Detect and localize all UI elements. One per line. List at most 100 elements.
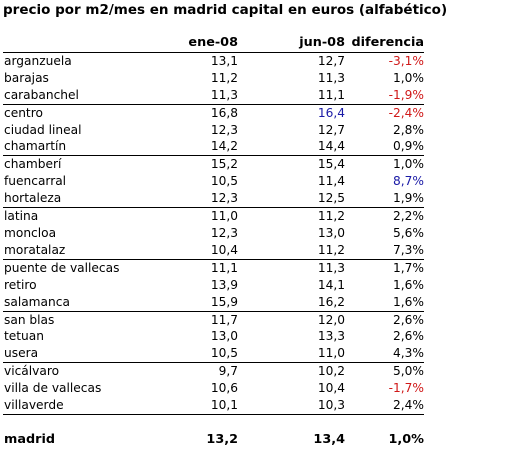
- value-ene-08: 11,2: [210, 70, 238, 85]
- price-table: ene-08 jun-08 diferencia arganzuela 13,1 1…: [3, 35, 424, 449]
- value-ene-08: 12,3: [210, 122, 238, 137]
- value-ene-08: 11,1: [174, 258, 238, 277]
- table-row: retiro 13,9 14,1 1,6%: [3, 277, 424, 294]
- district-name: puente de vallecas: [3, 258, 174, 277]
- district-name: villa de vallecas: [4, 381, 102, 396]
- table-row: vicálvaro 9,7 10,2 5,0%: [3, 362, 424, 381]
- value-diferencia: -2,4%: [345, 103, 424, 122]
- district-name: villaverde: [4, 398, 64, 413]
- district-name: chamartín: [4, 139, 67, 154]
- value-jun-08: 11,2: [317, 242, 345, 257]
- total-name: madrid: [4, 431, 55, 447]
- total-ene-08: 13,2: [206, 431, 238, 447]
- table-row: salamanca 15,9 16,2 1,6%: [3, 294, 424, 311]
- district-name: retiro: [4, 277, 37, 292]
- value-diferencia: 2,4%: [393, 398, 424, 413]
- value-ene-08: 15,9: [210, 294, 238, 309]
- table-row: san blas 11,7 12,0 2,6%: [3, 310, 424, 329]
- value-diferencia: -1,7%: [388, 381, 424, 396]
- value-ene-08: 11,0: [174, 207, 238, 225]
- value-jun-08: 15,4: [238, 155, 345, 174]
- value-ene-08: 10,5: [210, 346, 238, 361]
- table-row: usera 10,5 11,0 4,3%: [3, 345, 424, 362]
- district-name: usera: [4, 346, 39, 361]
- value-diferencia: 2,8%: [393, 122, 424, 137]
- table-row: hortaleza 12,3 12,5 1,9%: [3, 190, 424, 207]
- district-name: moratalaz: [4, 242, 66, 257]
- table-row: centro 16,8 16,4 -2,4%: [3, 103, 424, 122]
- value-jun-08: 12,7: [317, 53, 345, 68]
- value-jun-08: 16,4: [238, 103, 345, 122]
- table-row: arganzuela 13,1 12,7 -3,1%: [3, 52, 424, 69]
- value-jun-08: 11,4: [317, 174, 345, 189]
- district-name: tetuan: [4, 329, 44, 344]
- table-row: villaverde 10,1 10,3 2,4%: [3, 397, 424, 414]
- value-jun-08: 12,5: [317, 191, 345, 206]
- header-district: [3, 35, 174, 53]
- table-row: latina 11,0 11,2 2,2%: [3, 207, 424, 225]
- table-row: chamberí 15,2 15,4 1,0%: [3, 155, 424, 174]
- value-jun-08: 16,2: [317, 294, 345, 309]
- total-diferencia: 1,0%: [388, 431, 425, 447]
- district-name: fuencarral: [4, 174, 67, 189]
- value-jun-08: 13,0: [317, 225, 345, 240]
- value-ene-08: 10,5: [210, 174, 238, 189]
- value-ene-08: 12,3: [210, 191, 238, 206]
- district-name: chamberí: [3, 155, 174, 174]
- table-row: moncloa 12,3 13,0 5,6%: [3, 225, 424, 242]
- value-ene-08: 13,1: [210, 53, 238, 68]
- value-jun-08: 11,0: [317, 346, 345, 361]
- value-diferencia: 1,6%: [393, 294, 424, 309]
- value-ene-08: 11,3: [210, 87, 238, 102]
- value-jun-08: 10,4: [317, 381, 345, 396]
- value-ene-08: 10,6: [210, 381, 238, 396]
- value-ene-08: 10,1: [210, 398, 238, 413]
- total-jun-08: 13,4: [313, 431, 345, 447]
- district-name: san blas: [3, 310, 174, 329]
- value-diferencia: 1,6%: [393, 277, 424, 292]
- table-row: ciudad lineal 12,3 12,7 2,8%: [3, 122, 424, 139]
- district-name: vicálvaro: [3, 362, 174, 381]
- table-row: moratalaz 10,4 11,2 7,3%: [3, 242, 424, 259]
- table-row: chamartín 14,2 14,4 0,9%: [3, 138, 424, 155]
- value-jun-08: 12,0: [238, 310, 345, 329]
- value-jun-08: 10,2: [238, 362, 345, 381]
- value-diferencia: 1,7%: [345, 258, 424, 277]
- value-diferencia: 8,7%: [393, 174, 424, 189]
- header-diferencia: diferencia: [345, 35, 424, 53]
- value-diferencia: 1,0%: [345, 155, 424, 174]
- district-name: barajas: [4, 70, 49, 85]
- district-name: latina: [3, 207, 174, 225]
- district-name: moncloa: [4, 225, 57, 240]
- value-jun-08: 13,3: [317, 329, 345, 344]
- table-row: tetuan 13,0 13,3 2,6%: [3, 328, 424, 345]
- header-ene-08: ene-08: [174, 35, 238, 53]
- header-row: ene-08 jun-08 diferencia: [3, 35, 424, 53]
- page-title: precio por m2/mes en madrid capital en e…: [3, 2, 448, 18]
- value-ene-08: 15,2: [174, 155, 238, 174]
- value-diferencia: 2,6%: [393, 329, 424, 344]
- table-body: arganzuela 13,1 12,7 -3,1% barajas 11,2 11,3 1,…: [3, 52, 424, 448]
- district-name: centro: [3, 103, 174, 122]
- district-name: carabanchel: [4, 87, 79, 102]
- table-row: villa de vallecas 10,6 10,4 -1,7%: [3, 380, 424, 397]
- value-diferencia: 2,6%: [345, 310, 424, 329]
- district-name: hortaleza: [4, 191, 62, 206]
- table-row: puente de vallecas 11,1 11,3 1,7%: [3, 258, 424, 277]
- value-ene-08: 16,8: [174, 103, 238, 122]
- district-name: ciudad lineal: [4, 122, 82, 137]
- value-diferencia: 5,6%: [393, 225, 424, 240]
- value-diferencia: 1,9%: [393, 191, 424, 206]
- value-ene-08: 9,7: [174, 362, 238, 381]
- value-ene-08: 14,2: [210, 139, 238, 154]
- value-jun-08: 14,4: [317, 139, 345, 154]
- value-jun-08: 12,7: [317, 122, 345, 137]
- value-ene-08: 11,7: [174, 310, 238, 329]
- value-ene-08: 13,0: [210, 329, 238, 344]
- value-ene-08: 13,9: [210, 277, 238, 292]
- value-diferencia: 2,2%: [345, 207, 424, 225]
- table-row: barajas 11,2 11,3 1,0%: [3, 70, 424, 87]
- value-diferencia: 0,9%: [393, 139, 424, 154]
- value-ene-08: 10,4: [210, 242, 238, 257]
